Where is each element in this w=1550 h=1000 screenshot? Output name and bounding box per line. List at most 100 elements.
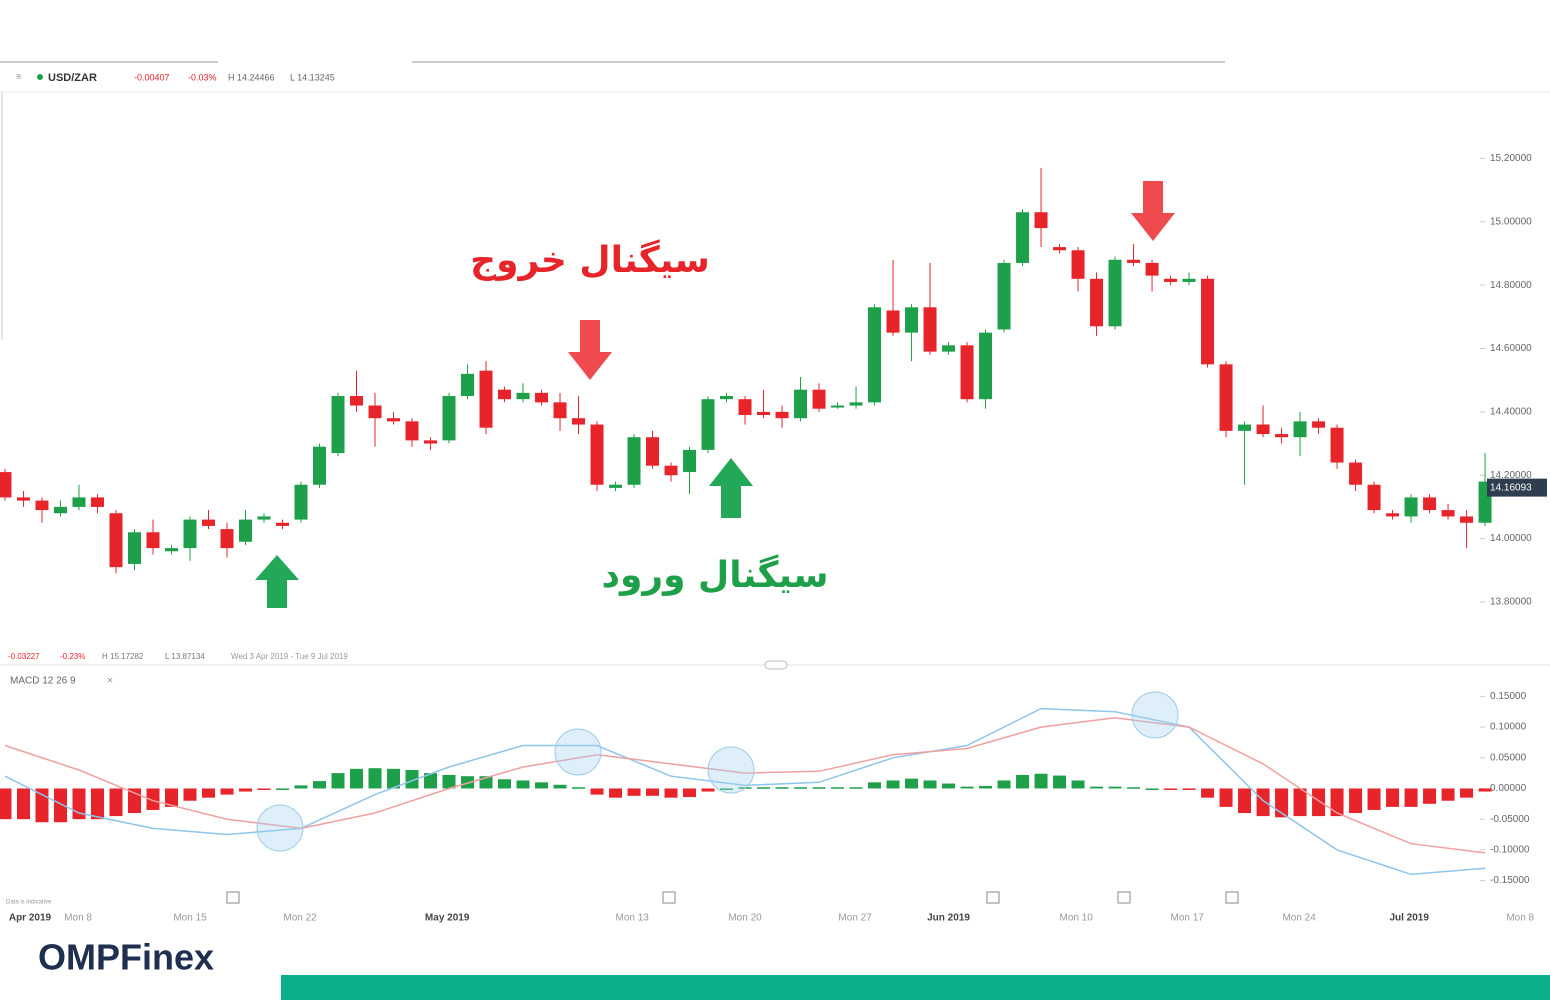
disclaimer: Data is indicative <box>6 900 52 906</box>
candle-body <box>1330 427 1344 463</box>
menu-icon[interactable]: ≡ <box>16 71 21 81</box>
candle-body <box>1127 259 1141 263</box>
histogram-bar <box>1127 787 1141 789</box>
y-tick-label: -0.10000 <box>1490 845 1530 856</box>
candle-body <box>1071 250 1085 279</box>
candle-body <box>1108 259 1122 327</box>
candle-body <box>609 484 623 488</box>
candle-body <box>183 519 197 549</box>
range-period: Wed 3 Apr 2019 - Tue 9 Jul 2019 <box>231 652 348 661</box>
calendar-icon[interactable] <box>986 891 1000 904</box>
candle-body <box>1201 278 1215 365</box>
candle-body <box>553 402 567 419</box>
candle-body <box>461 373 475 397</box>
high: H 14.24466 <box>228 72 275 82</box>
histogram-bar <box>1460 788 1474 798</box>
histogram-bar <box>350 768 364 789</box>
histogram-bar <box>1478 788 1492 792</box>
y-tick-label: 14.60000 <box>1490 343 1532 354</box>
candle-body <box>128 532 142 564</box>
candle-body <box>923 307 937 352</box>
calendar-icon[interactable] <box>662 891 676 904</box>
calendar-icon[interactable] <box>1225 891 1239 904</box>
histogram-bar <box>1108 786 1122 789</box>
candle-body <box>165 548 179 552</box>
histogram-bar <box>146 788 160 810</box>
x-tick-label: Mon 22 <box>283 913 317 924</box>
candle-body <box>0 472 12 498</box>
candle-body <box>1367 484 1381 511</box>
close-icon[interactable]: × <box>107 676 113 687</box>
histogram-bar <box>664 788 678 798</box>
histogram-bar <box>535 782 549 789</box>
candle-body <box>1034 212 1048 229</box>
candle-body <box>720 396 734 400</box>
calendar-icon[interactable] <box>226 891 240 904</box>
histogram-bar <box>109 788 123 817</box>
change-pct: -0.03% <box>188 72 217 82</box>
histogram-bar <box>0 788 12 820</box>
y-tick-label: 14.80000 <box>1490 280 1532 291</box>
candle-body <box>572 418 586 425</box>
candle-body <box>257 516 271 520</box>
histogram-bar <box>1330 788 1344 817</box>
y-tick-label: 14.00000 <box>1490 533 1532 544</box>
histogram-bar <box>1312 788 1326 817</box>
candle-body <box>794 389 808 419</box>
x-tick-label: Mon 10 <box>1060 913 1094 924</box>
y-tick-label: 0.10000 <box>1490 722 1527 733</box>
exit-arrow <box>1131 181 1175 241</box>
x-tick-label: Mon 24 <box>1282 913 1316 924</box>
histogram-bar <box>683 788 697 798</box>
candle-body <box>1090 278 1104 327</box>
calendar-icons <box>226 891 1239 904</box>
histogram-bar <box>442 774 456 789</box>
candle-body <box>1182 278 1196 282</box>
entry-arrow <box>709 458 753 518</box>
histogram-bar <box>313 781 327 789</box>
histogram-bar <box>923 780 937 789</box>
histogram-bar <box>757 787 771 789</box>
macd-pane: -0.15000 -0.10000 -0.05000 0.00000 0.05000 0.… <box>0 691 1535 924</box>
candle-body <box>757 411 771 416</box>
histogram-bar <box>424 773 438 789</box>
candle-body <box>942 345 956 352</box>
calendar-icon[interactable] <box>1117 891 1131 904</box>
histogram-bar <box>609 788 623 798</box>
candle-body <box>1349 462 1363 485</box>
candle-body <box>350 396 364 406</box>
histogram-bar <box>35 788 49 823</box>
y-tick-label: 0.15000 <box>1490 691 1527 702</box>
candle-body <box>1441 510 1455 517</box>
y-tick-label: 14.20000 <box>1490 470 1532 481</box>
symbol[interactable]: USD/ZAR <box>48 72 97 84</box>
price-pane: 13.80000 14.00000 14.20000 14.40000 14.60000… <box>0 153 1547 608</box>
histogram-bar <box>183 788 197 801</box>
histogram-bar <box>794 787 808 789</box>
candle-body <box>405 421 419 441</box>
histogram-bar <box>90 788 104 820</box>
x-tick-label: Mon 8 <box>1506 913 1534 924</box>
macd-title: MACD 12 26 9 <box>10 676 76 687</box>
histogram-bar <box>202 788 216 798</box>
histogram-bar <box>165 788 179 807</box>
candle-body <box>683 449 697 473</box>
candle-body <box>53 506 67 514</box>
cross-circle <box>1131 691 1179 739</box>
candle-body <box>997 262 1011 330</box>
candle-body <box>738 399 752 416</box>
candle-body <box>72 497 86 507</box>
histogram-bar <box>516 780 530 789</box>
histogram-bar <box>16 788 30 820</box>
histogram-bar <box>257 788 271 790</box>
candle-body <box>331 396 345 454</box>
histogram-bar <box>1423 788 1437 804</box>
histogram-bar <box>1053 775 1067 789</box>
histogram-bar <box>997 780 1011 789</box>
x-tick-label: Apr 2019 <box>9 913 52 924</box>
histogram-bar <box>942 783 956 789</box>
pane-handle[interactable] <box>764 660 788 670</box>
histogram-bar <box>1145 788 1159 790</box>
candle-body <box>387 418 401 422</box>
cross-circle <box>256 804 304 852</box>
